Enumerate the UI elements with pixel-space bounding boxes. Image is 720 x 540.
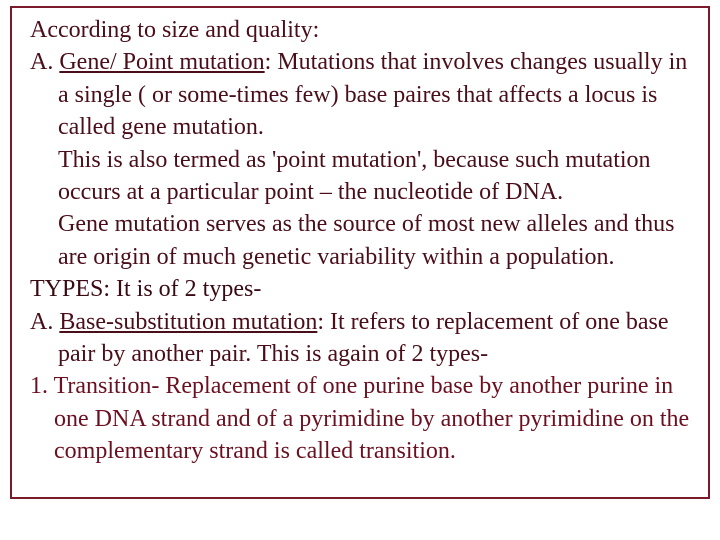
para-point-mutation: This is also termed as 'point mutation',… xyxy=(30,144,690,209)
para-gene-alleles: Gene mutation serves as the source of mo… xyxy=(30,208,690,273)
label-a: A. xyxy=(30,49,59,75)
heading-line: According to size and quality: xyxy=(30,14,690,46)
label-a2: A. xyxy=(30,309,59,335)
content-frame: According to size and quality: A. Gene/ … xyxy=(10,6,710,499)
point-a-block: A. Gene/ Point mutation: Mutations that … xyxy=(30,46,690,143)
term-gene-point: Gene/ Point mutation xyxy=(59,49,264,75)
type-a-block: A. Base-substitution mutation: It refers… xyxy=(30,306,690,371)
transition-block: 1. Transition- Replacement of one purine… xyxy=(30,370,690,467)
term-base-sub: Base-substitution mutation xyxy=(59,309,317,335)
types-line: TYPES: It is of 2 types- xyxy=(30,273,690,305)
text-content: According to size and quality: A. Gene/ … xyxy=(30,14,690,467)
